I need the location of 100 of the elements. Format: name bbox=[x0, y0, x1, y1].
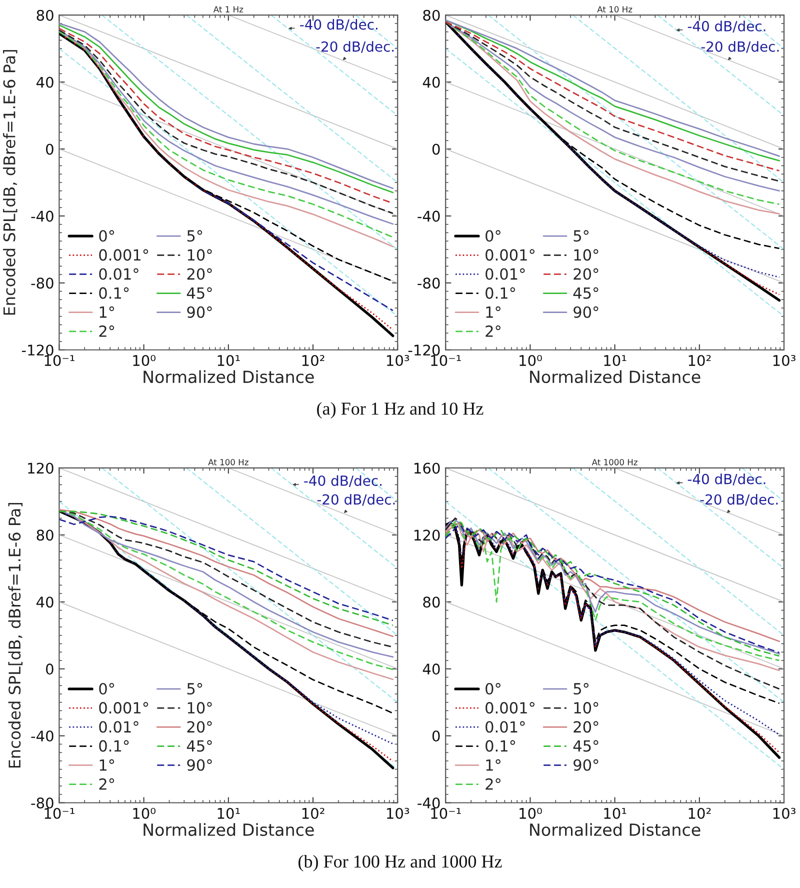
legend-label: 0.001° bbox=[99, 249, 148, 261]
y-axis-title: Encoded SPL[dB, dBref=1.E-6 Pa] bbox=[8, 502, 23, 768]
y-tick-label: -80 bbox=[418, 278, 440, 289]
legend-label: 0.1° bbox=[486, 287, 516, 299]
legend-label: 45° bbox=[573, 287, 598, 299]
x-tick-label: 10⁻¹ bbox=[44, 808, 74, 819]
legend-label: 45° bbox=[186, 740, 212, 752]
chart-title: At 1000 Hz bbox=[592, 459, 638, 466]
x-tick-label: 10² bbox=[302, 808, 324, 819]
legend-label: 5° bbox=[187, 682, 202, 695]
legend-label: 10° bbox=[188, 249, 212, 261]
legend-label: 1° bbox=[486, 306, 500, 318]
legend-label: 0° bbox=[486, 682, 500, 695]
text: (b) For 100 Hz and 1000 Hz bbox=[298, 854, 502, 872]
x-tick-label: 10⁰ bbox=[133, 808, 156, 819]
legend-label: 20° bbox=[574, 268, 598, 280]
chart-title: At 100 Hz bbox=[208, 459, 248, 466]
legend-label: 0.1° bbox=[99, 287, 129, 299]
legend-label: 0° bbox=[99, 682, 114, 695]
y-tick-label: 80 bbox=[36, 530, 54, 541]
legend-label: 90° bbox=[187, 306, 212, 318]
y-tick-label: -80 bbox=[31, 797, 54, 808]
legend-label: 90° bbox=[187, 759, 212, 771]
y-tick-label: -80 bbox=[31, 278, 54, 289]
legend-label: 1° bbox=[100, 306, 114, 318]
chart-title: At 1 Hz bbox=[213, 6, 244, 12]
legend-label: 45° bbox=[186, 287, 212, 299]
y-tick-label: -120 bbox=[22, 344, 54, 356]
annotation: -20 dB/dec. bbox=[317, 494, 395, 506]
y-tick-label: 120 bbox=[28, 462, 54, 474]
x-axis-title: Normalized Distance bbox=[144, 370, 314, 384]
x-tick-label: 10¹ bbox=[604, 808, 626, 819]
y-tick-label: 40 bbox=[36, 76, 54, 88]
text: (a) For 1 Hz and 10 Hz bbox=[317, 402, 484, 418]
x-tick-label: 10³ bbox=[773, 808, 796, 819]
legend-label: 20° bbox=[187, 268, 212, 280]
chart-title: At 10 Hz bbox=[597, 6, 632, 12]
x-axis-title: Normalized Distance bbox=[530, 823, 700, 836]
y-tick-label: -40 bbox=[418, 210, 440, 222]
annotation: -40 dB/dec. bbox=[688, 474, 766, 486]
legend-label: 90° bbox=[574, 306, 598, 318]
y-tick-label: 80 bbox=[423, 10, 440, 21]
x-tick-label: 10³ bbox=[387, 354, 410, 366]
y-axis-title: Encoded SPL[dB, dBref=1.E-6 Pa] bbox=[3, 50, 18, 315]
legend-label: 2° bbox=[486, 325, 500, 337]
y-tick-label: 80 bbox=[36, 10, 54, 21]
x-axis-title: Normalized Distance bbox=[144, 823, 314, 836]
legend-label: 0.1° bbox=[99, 740, 129, 752]
y-tick-label: -120 bbox=[408, 344, 440, 356]
y-tick-label: -40 bbox=[31, 210, 54, 222]
x-tick-label: 10⁰ bbox=[520, 808, 542, 819]
legend-label: 90° bbox=[574, 759, 598, 771]
legend-label: 0.001° bbox=[99, 702, 148, 714]
x-tick-label: 10¹ bbox=[218, 354, 240, 366]
x-tick-label: 10⁻¹ bbox=[431, 808, 461, 819]
x-tick-label: 10⁰ bbox=[520, 354, 542, 366]
legend-label: 0.001° bbox=[486, 249, 534, 261]
x-tick-label: 10⁻¹ bbox=[44, 354, 74, 366]
x-tick-label: 10² bbox=[688, 808, 711, 819]
legend-label: 2° bbox=[99, 778, 114, 790]
y-tick-label: -40 bbox=[31, 730, 54, 742]
x-tick-label: 10³ bbox=[387, 808, 410, 819]
annotation: -20 dB/dec. bbox=[700, 494, 778, 506]
annotation: -20 dB/dec. bbox=[316, 41, 394, 53]
legend-label: 0.01° bbox=[486, 721, 525, 733]
annotation: -40 dB/dec. bbox=[688, 20, 766, 33]
y-tick-label: 0 bbox=[432, 730, 440, 742]
legend-label: 0.001° bbox=[486, 702, 534, 714]
legend-label: 5° bbox=[187, 230, 202, 242]
legend-label: 10° bbox=[574, 702, 598, 714]
x-tick-label: 10¹ bbox=[218, 808, 240, 819]
annotation: -20 dB/dec. bbox=[701, 41, 779, 53]
y-tick-label: 40 bbox=[36, 596, 54, 608]
legend-label: 0.1° bbox=[486, 740, 516, 752]
x-tick-label: 10² bbox=[688, 354, 711, 366]
legend-label: 5° bbox=[574, 230, 589, 242]
legend-label: 0.01° bbox=[486, 268, 525, 280]
x-tick-label: 10⁰ bbox=[133, 354, 156, 366]
y-tick-label: 120 bbox=[414, 530, 440, 541]
x-tick-label: 10¹ bbox=[604, 354, 626, 366]
x-tick-label: 10² bbox=[302, 354, 324, 366]
legend-label: 2° bbox=[99, 325, 114, 337]
y-tick-label: 0 bbox=[46, 144, 54, 155]
legend-label: 20° bbox=[574, 721, 598, 733]
y-tick-label: 0 bbox=[432, 144, 440, 155]
y-tick-label: 40 bbox=[422, 664, 440, 675]
x-tick-label: 10⁻¹ bbox=[431, 354, 461, 366]
y-tick-label: 80 bbox=[423, 596, 440, 608]
y-tick-label: 40 bbox=[422, 76, 440, 88]
x-axis-title: Normalized Distance bbox=[530, 370, 700, 384]
legend-label: 0° bbox=[99, 230, 114, 242]
legend-label: 1° bbox=[100, 759, 114, 771]
y-tick-label: 160 bbox=[414, 462, 440, 474]
legend-label: 0° bbox=[486, 230, 500, 242]
legend-label: 1° bbox=[486, 759, 500, 771]
legend-label: 0.01° bbox=[99, 721, 138, 733]
y-tick-label: 0 bbox=[46, 664, 54, 675]
legend-label: 2° bbox=[486, 778, 500, 790]
legend-label: 0.01° bbox=[99, 268, 138, 280]
legend-label: 5° bbox=[574, 682, 589, 695]
